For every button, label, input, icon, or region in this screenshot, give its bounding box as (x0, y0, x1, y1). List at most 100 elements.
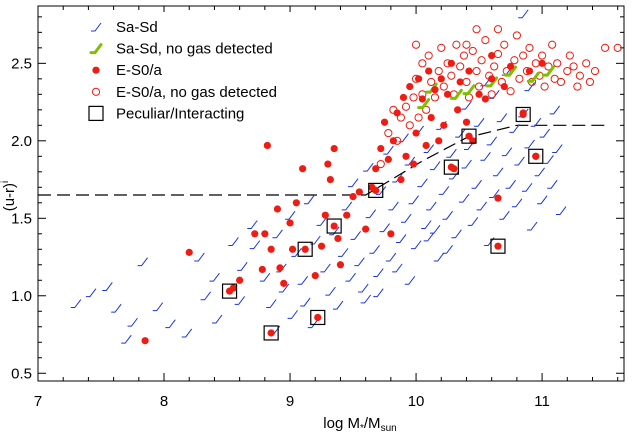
point-filled-circle (435, 137, 443, 145)
point-filled-circle (443, 90, 452, 98)
axis-ticks (37, 6, 624, 381)
point-slash-blue (375, 186, 387, 195)
point-slash-blue (404, 156, 416, 166)
point-slash-blue (505, 179, 516, 189)
point-slash-blue (496, 113, 508, 123)
point-slash-blue (111, 303, 122, 313)
point-open-circle (472, 25, 481, 34)
x-axis-label: log M*/Msun (323, 415, 396, 434)
point-filled-circle (525, 67, 534, 75)
point-slash-blue (417, 178, 428, 188)
point-filled-circle (475, 90, 483, 98)
point-slash-blue (442, 210, 453, 220)
point-filled-circle (273, 205, 282, 213)
point-open-circle (569, 62, 578, 71)
point-slash-blue (476, 201, 487, 211)
point-filled-circle (372, 165, 380, 173)
point-open-circle (565, 51, 574, 60)
point-slash-blue (287, 310, 298, 319)
point-filled-circle (402, 152, 410, 160)
point-slash-blue (489, 90, 500, 99)
point-filled-circle (389, 137, 397, 145)
point-open-circle (409, 93, 418, 102)
legend-marker-slash-blue (91, 22, 102, 32)
point-open-circle (548, 40, 557, 49)
point-filled-circle (380, 118, 389, 126)
point-slash-blue (555, 206, 567, 216)
legend-marker-filled-circle (92, 66, 100, 74)
point-slash-blue (455, 128, 466, 138)
point-open-circle (490, 62, 499, 71)
point-slash-blue (373, 268, 384, 278)
point-slash-blue (429, 224, 441, 234)
point-filled-circle (506, 62, 515, 71)
point-slash-blue (209, 272, 220, 282)
point-open-circle (544, 62, 553, 71)
point-filled-circle (384, 155, 392, 164)
point-slash-blue (433, 252, 445, 262)
point-filled-circle (440, 121, 448, 129)
point-slash-blue (337, 248, 349, 257)
point-slash-blue (421, 220, 432, 229)
point-filled-circle (481, 95, 489, 103)
point-filled-circle (397, 175, 405, 184)
point-slash-blue (291, 248, 302, 257)
point-open-circle (519, 51, 528, 60)
point-slash-green (449, 88, 463, 100)
point-slash-blue (211, 314, 223, 324)
point-slash-blue (350, 231, 361, 240)
point-open-circle (575, 71, 584, 80)
point-open-circle (468, 46, 477, 56)
point-slash-blue (360, 294, 372, 304)
point-filled-circle (431, 86, 439, 94)
point-slash-blue (228, 237, 239, 247)
point-open-circle (459, 51, 469, 60)
point-slash-blue (461, 159, 472, 169)
point-filled-circle (330, 144, 338, 153)
point-slash-blue (341, 201, 353, 211)
legend-marker-open-circle (91, 87, 101, 96)
point-open-circle (376, 159, 385, 169)
point-slash-blue (369, 244, 380, 254)
point-open-circle (600, 43, 610, 52)
point-filled-circle (447, 59, 455, 67)
point-open-circle (506, 87, 515, 96)
point-slash-blue (511, 198, 523, 208)
legend-marker-slash-green (89, 43, 103, 55)
point-slash-blue (234, 296, 246, 305)
point-slash-blue (451, 229, 462, 239)
point-open-circle (525, 43, 534, 52)
point-open-circle (613, 43, 622, 52)
point-slash-blue (358, 283, 369, 293)
point-slash-blue (537, 195, 548, 205)
point-open-circle (414, 113, 423, 122)
point-slash-blue (320, 263, 331, 273)
point-slash-green (504, 65, 518, 77)
point-slash-blue (499, 210, 510, 220)
point-slash-green (462, 84, 476, 96)
point-open-square (490, 238, 506, 254)
point-slash-blue (527, 221, 538, 231)
series-slash-green (417, 65, 555, 110)
point-open-circle (396, 113, 406, 122)
point-slash-blue (70, 299, 82, 309)
point-slash-blue (300, 297, 311, 307)
point-slash-blue (539, 128, 551, 138)
point-open-circle (430, 93, 440, 102)
plot-frame (37, 5, 625, 382)
point-filled-circle (321, 211, 329, 219)
point-open-circle (573, 82, 582, 91)
point-filled-circle (454, 106, 462, 114)
x-tick-label: 10 (408, 393, 425, 410)
point-open-circle (411, 40, 421, 49)
point-slash-blue (152, 302, 164, 312)
point-open-circle (556, 77, 566, 87)
point-filled-circle (314, 313, 322, 322)
point-open-circle (437, 43, 446, 52)
point-filled-circle (334, 234, 342, 243)
legend-label: E-S0/a (116, 62, 163, 79)
y-axis-label: (u-r)i (0, 181, 18, 212)
point-open-square (326, 218, 342, 234)
point-slash-blue (325, 286, 336, 296)
